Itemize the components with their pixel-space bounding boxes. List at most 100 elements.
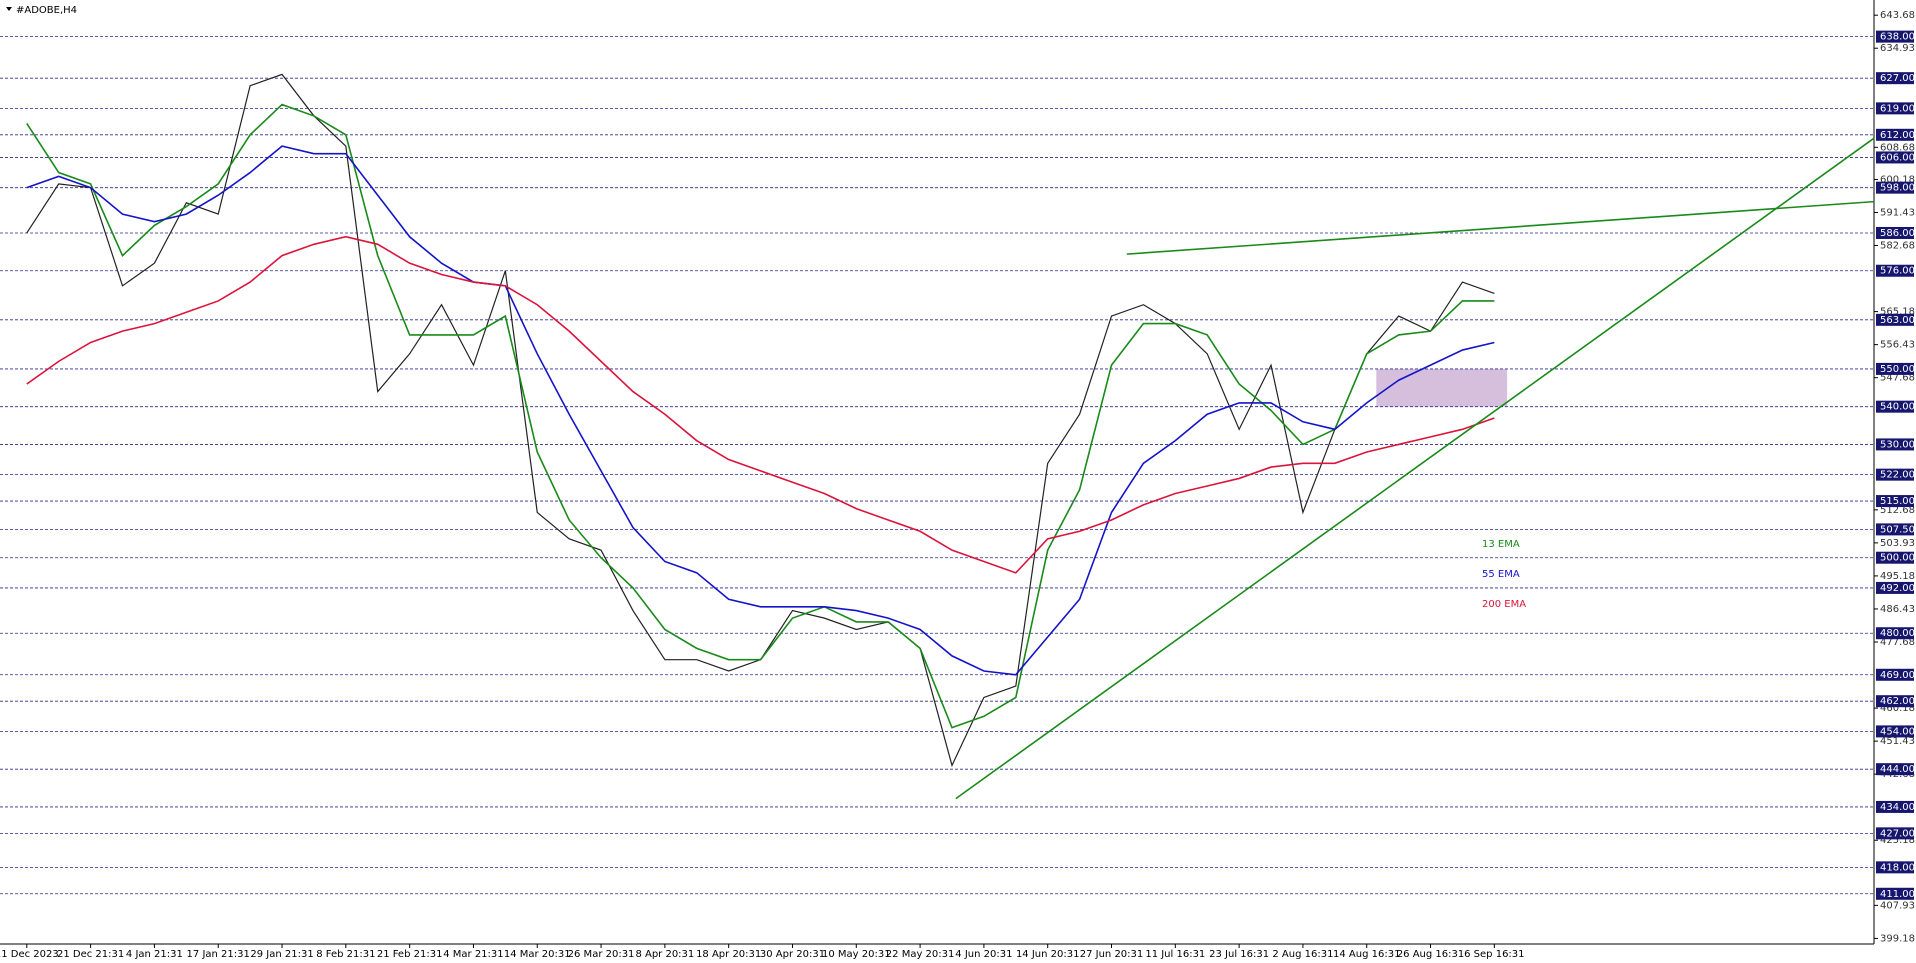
level-box xyxy=(1876,181,1914,194)
level-label: 598.00 xyxy=(1880,183,1915,194)
x-tick-label: 18 Apr 20:31 xyxy=(696,949,761,960)
level-box xyxy=(1876,581,1914,594)
series-line xyxy=(26,145,1495,676)
level-box xyxy=(1876,725,1914,738)
x-tick-label: 21 Dec 21:31 xyxy=(57,949,124,960)
y-tick-label: 495.18 xyxy=(1880,571,1915,582)
level-box xyxy=(1876,827,1914,840)
level-label: 480.00 xyxy=(1880,628,1915,639)
level-box xyxy=(1876,30,1914,43)
x-tick-label: 11 Jul 16:31 xyxy=(1145,949,1205,960)
level-label: 550.00 xyxy=(1880,364,1915,375)
x-tick-label: 6 Sep 16:31 xyxy=(1464,949,1524,960)
level-box xyxy=(1876,627,1914,640)
level-box xyxy=(1876,861,1914,874)
level-box xyxy=(1876,668,1914,681)
chart-title: #ADOBE,H4 xyxy=(16,5,77,16)
y-tick-label: 608.68 xyxy=(1880,142,1915,153)
level-label: 500.00 xyxy=(1880,553,1915,564)
level-label: 530.00 xyxy=(1880,439,1915,450)
level-label: 411.00 xyxy=(1880,889,1915,900)
level-box xyxy=(1876,362,1914,375)
level-box xyxy=(1876,800,1914,813)
x-tick-label: 26 Aug 16:31 xyxy=(1397,949,1464,960)
y-tick-label: 477.68 xyxy=(1880,637,1915,648)
x-tick-label: 30 Apr 20:31 xyxy=(760,949,825,960)
y-tick-label: 460.18 xyxy=(1880,703,1915,714)
level-label: 434.00 xyxy=(1880,802,1915,813)
x-tick-label: 4 Jun 20:31 xyxy=(955,949,1012,960)
y-tick-label: 399.18 xyxy=(1880,933,1915,944)
level-label: 586.00 xyxy=(1880,228,1915,239)
x-tick-label: 14 Jun 20:31 xyxy=(1016,949,1080,960)
level-label: 462.00 xyxy=(1880,696,1915,707)
menu-arrow xyxy=(6,7,12,11)
y-tick-label: 486.43 xyxy=(1880,604,1915,615)
level-box xyxy=(1876,523,1914,536)
level-box xyxy=(1876,313,1914,326)
level-label: 522.00 xyxy=(1880,470,1915,481)
y-tick-label: 503.93 xyxy=(1880,538,1915,549)
x-tick-label: 2 Aug 16:31 xyxy=(1272,949,1333,960)
level-label: 507.50 xyxy=(1880,524,1915,535)
y-tick-label: 643.68 xyxy=(1880,10,1915,21)
level-box xyxy=(1876,763,1914,776)
x-tick-label: 17 Jan 21:31 xyxy=(187,949,250,960)
level-box xyxy=(1876,887,1914,900)
level-label: 606.00 xyxy=(1880,152,1915,163)
y-tick-label: 591.43 xyxy=(1880,207,1915,218)
y-tick-label: 451.43 xyxy=(1880,736,1915,747)
level-label: 427.00 xyxy=(1880,828,1915,839)
y-tick-label: 600.18 xyxy=(1880,174,1915,185)
x-tick-label: 23 Jul 16:31 xyxy=(1209,949,1269,960)
x-tick-label: 10 May 20:31 xyxy=(822,949,891,960)
level-label: 469.00 xyxy=(1880,670,1915,681)
level-box xyxy=(1876,495,1914,508)
level-label: 492.00 xyxy=(1880,583,1915,594)
x-tick-label: 8 Feb 21:31 xyxy=(316,949,375,960)
y-tick-label: 425.18 xyxy=(1880,835,1915,846)
trendline xyxy=(1126,200,1875,255)
x-tick-label: 21 Feb 21:31 xyxy=(377,949,443,960)
series-line xyxy=(26,103,1495,729)
x-tick-label: 11 Dec 2023 xyxy=(0,949,59,960)
y-tick-label: 547.68 xyxy=(1880,373,1915,384)
level-box xyxy=(1876,551,1914,564)
level-label: 540.00 xyxy=(1880,402,1915,413)
level-label: 515.00 xyxy=(1880,496,1915,507)
level-box xyxy=(1876,102,1914,115)
zone xyxy=(1376,368,1508,407)
level-label: 638.00 xyxy=(1880,32,1915,43)
level-label: 454.00 xyxy=(1880,726,1915,737)
level-box xyxy=(1876,695,1914,708)
level-label: 418.00 xyxy=(1880,862,1915,873)
x-tick-label: 14 Mar 20:31 xyxy=(504,949,571,960)
level-label: 627.00 xyxy=(1880,73,1915,84)
x-tick-label: 4 Jan 21:31 xyxy=(126,949,183,960)
level-box xyxy=(1876,151,1914,164)
x-tick-label: 22 May 20:31 xyxy=(886,949,955,960)
level-box xyxy=(1876,226,1914,239)
legend-label: 55 EMA xyxy=(1482,569,1520,580)
level-box xyxy=(1876,468,1914,481)
level-box xyxy=(1876,438,1914,451)
x-tick-label: 8 Apr 20:31 xyxy=(635,949,694,960)
level-label: 444.00 xyxy=(1880,764,1915,775)
y-tick-label: 565.18 xyxy=(1880,307,1915,318)
x-tick-label: 29 Jan 21:31 xyxy=(250,949,313,960)
y-tick-label: 512.68 xyxy=(1880,505,1915,516)
legend-label: 200 EMA xyxy=(1482,599,1526,610)
legend-label: 13 EMA xyxy=(1482,539,1520,550)
level-label: 563.00 xyxy=(1880,315,1915,326)
x-tick-label: 26 Mar 20:31 xyxy=(568,949,635,960)
level-box xyxy=(1876,128,1914,141)
level-box xyxy=(1876,264,1914,277)
level-box xyxy=(1876,72,1914,85)
level-label: 619.00 xyxy=(1880,103,1915,114)
level-label: 576.00 xyxy=(1880,266,1915,277)
y-tick-label: 634.93 xyxy=(1880,43,1915,54)
y-tick-label: 556.43 xyxy=(1880,340,1915,351)
trendline xyxy=(955,137,1875,800)
x-tick-label: 4 Mar 21:31 xyxy=(443,949,503,960)
